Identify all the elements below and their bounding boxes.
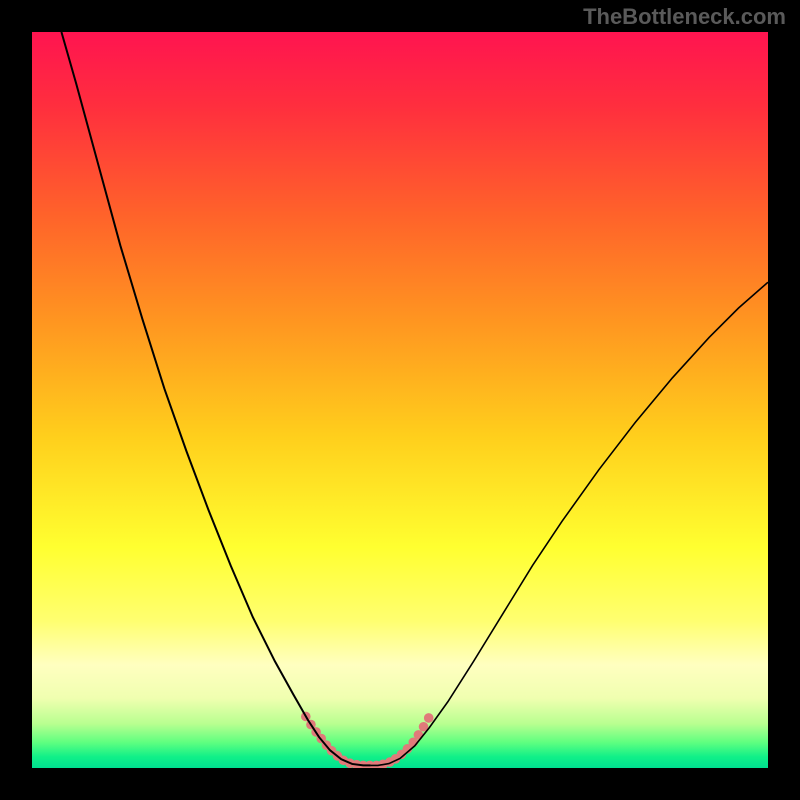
watermark-text: TheBottleneck.com — [583, 4, 786, 30]
plot-area — [32, 32, 768, 768]
chart-curves — [32, 32, 768, 768]
curve-left — [61, 32, 370, 765]
curve-right — [371, 282, 768, 765]
